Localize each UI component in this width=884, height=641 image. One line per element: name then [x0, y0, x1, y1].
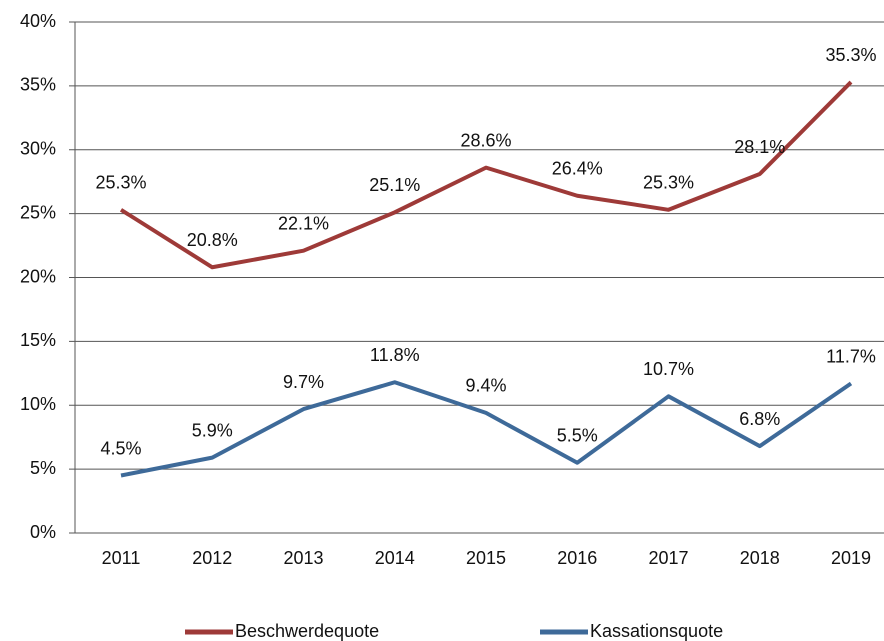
- series-line: [120, 380, 853, 478]
- data-label: 22.1%: [278, 213, 329, 233]
- data-label: 26.4%: [552, 158, 603, 178]
- legend-label: Kassationsquote: [590, 621, 723, 641]
- x-tick-label: 2016: [557, 548, 597, 568]
- data-label: 25.3%: [643, 173, 694, 193]
- y-tick-label: 40%: [20, 11, 56, 31]
- y-tick-label: 15%: [20, 330, 56, 350]
- y-tick-label: 10%: [20, 394, 56, 414]
- data-label: 28.1%: [734, 137, 785, 157]
- data-label: 11.8%: [370, 345, 420, 365]
- x-tick-label: 2017: [648, 548, 688, 568]
- x-tick-label: 2011: [102, 548, 141, 568]
- data-label: 28.6%: [460, 130, 511, 150]
- x-tick-label: 2015: [466, 548, 506, 568]
- legend-label: Beschwerdequote: [235, 621, 379, 641]
- data-label: 11.7%: [826, 346, 876, 366]
- x-tick-label: 2018: [740, 548, 780, 568]
- y-tick-label: 25%: [20, 202, 56, 222]
- data-label: 9.4%: [465, 376, 506, 396]
- x-tick-label: 2019: [831, 548, 871, 568]
- data-label: 20.8%: [187, 230, 238, 250]
- data-label: 25.3%: [95, 173, 146, 193]
- data-label: 4.5%: [100, 438, 141, 458]
- data-label: 35.3%: [825, 45, 876, 65]
- data-label: 10.7%: [643, 359, 694, 379]
- x-tick-label: 2013: [283, 548, 323, 568]
- y-tick-label: 0%: [30, 522, 56, 542]
- y-tick-label: 20%: [20, 266, 56, 286]
- x-tick-label: 2014: [375, 548, 415, 568]
- series-line: [119, 80, 853, 270]
- data-label: 25.1%: [369, 175, 420, 195]
- y-tick-label: 5%: [30, 458, 56, 478]
- data-label: 5.5%: [557, 425, 598, 445]
- data-label: 6.8%: [739, 409, 780, 429]
- x-tick-label: 2012: [192, 548, 232, 568]
- data-label: 9.7%: [283, 372, 324, 392]
- y-tick-label: 30%: [20, 139, 56, 159]
- data-label: 5.9%: [192, 420, 233, 440]
- y-tick-label: 35%: [20, 75, 56, 95]
